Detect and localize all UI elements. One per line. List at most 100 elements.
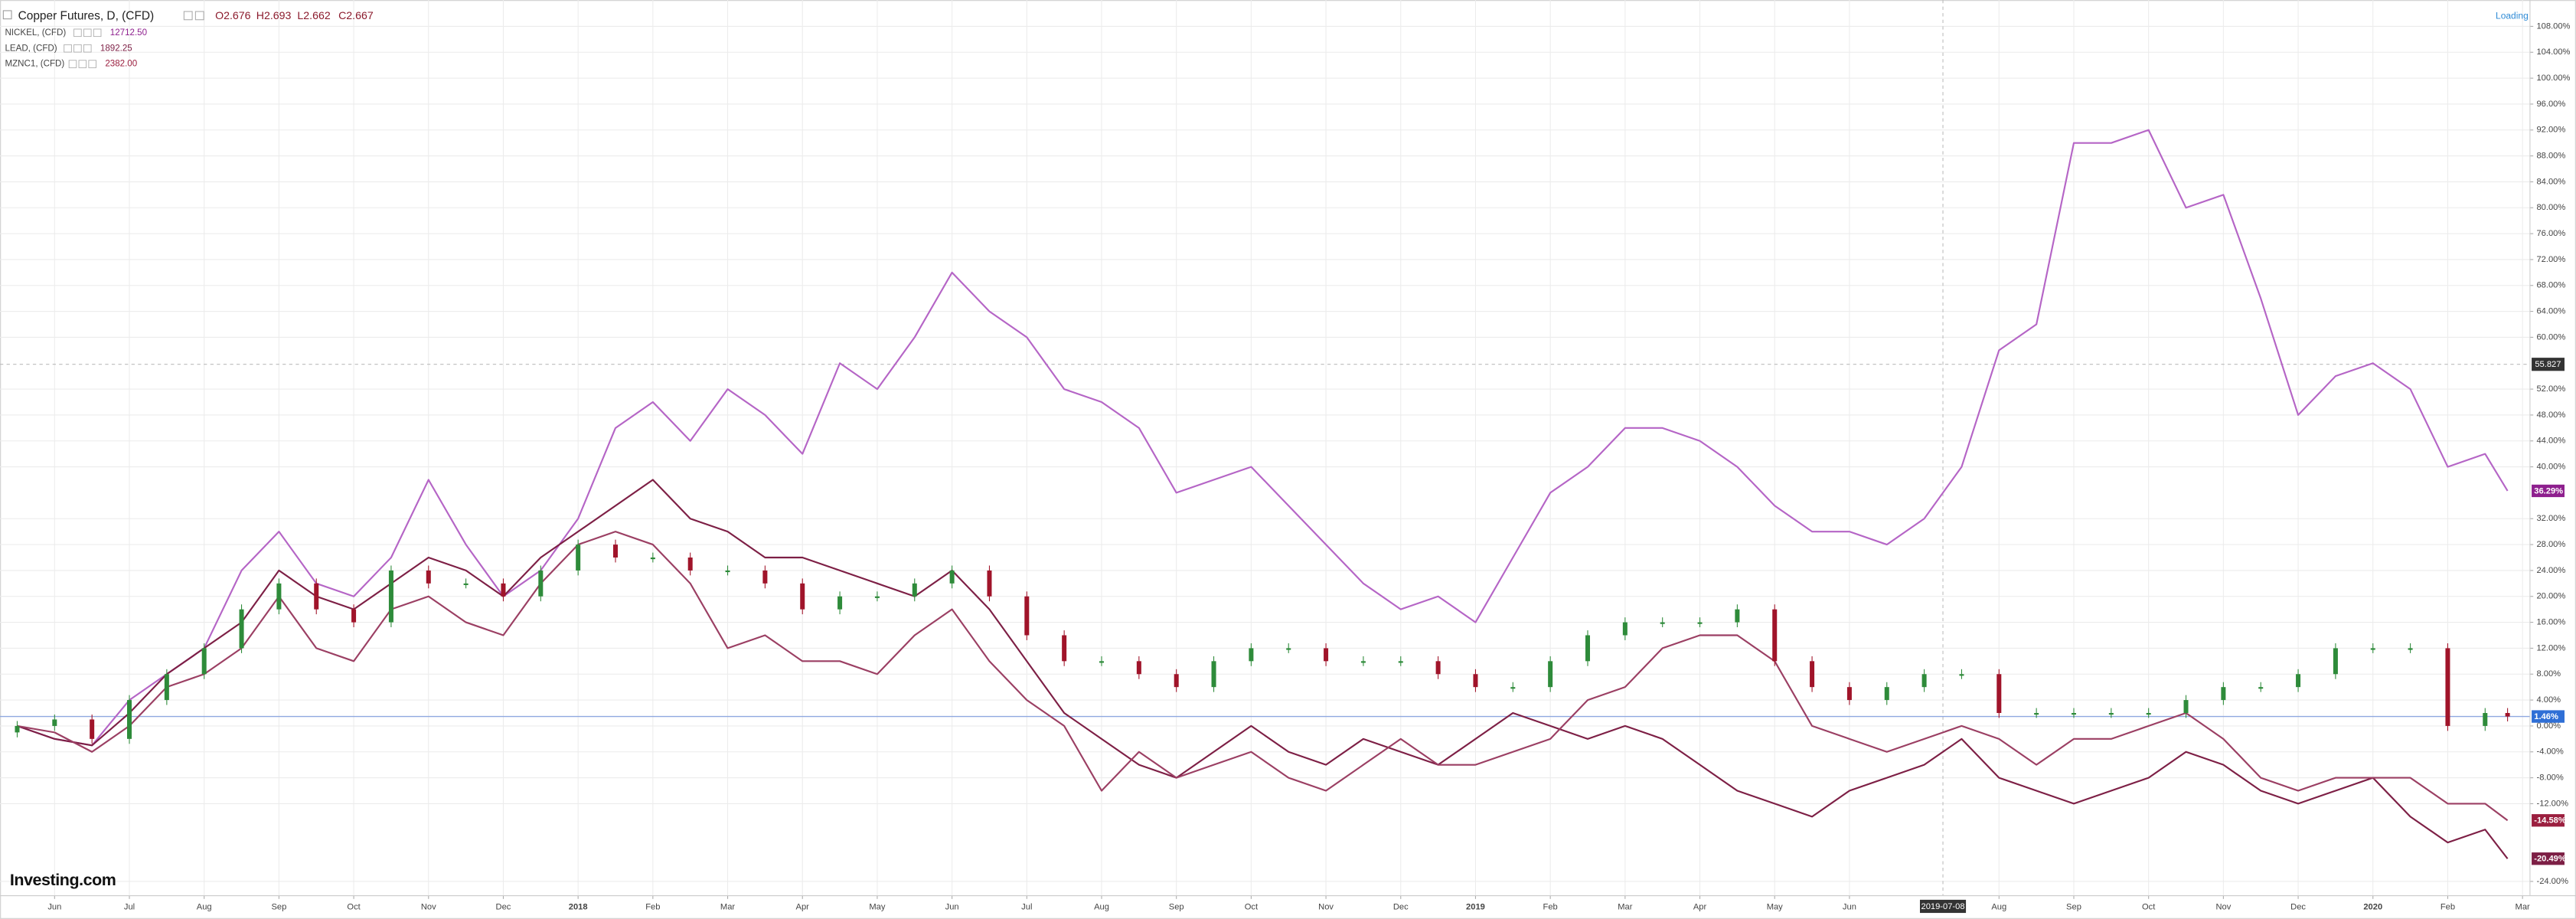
candle-body bbox=[762, 570, 768, 584]
legend-entry[interactable]: MZNC1, (CFD) 2382.00 bbox=[5, 60, 137, 69]
legend-label: MZNC1, (CFD) bbox=[5, 60, 64, 69]
crosshair-y-box bbox=[2532, 358, 2565, 371]
y-tick-label: 32.00% bbox=[2536, 514, 2565, 523]
legend-icon[interactable] bbox=[73, 28, 82, 38]
y-tick-label: 48.00% bbox=[2536, 410, 2565, 420]
loading-status: Loading bbox=[2496, 11, 2529, 21]
candle-body bbox=[2258, 687, 2264, 689]
last-value-label: -20.49% bbox=[2534, 855, 2566, 864]
legend-icon[interactable] bbox=[73, 44, 82, 53]
legend-label: LEAD, (CFD) bbox=[5, 44, 57, 53]
legend-entry[interactable]: NICKEL, (CFD) 12712.50 bbox=[5, 28, 147, 38]
x-tick-label: Nov bbox=[1318, 903, 1334, 912]
candle-body bbox=[1585, 635, 1590, 662]
y-tick-label: 64.00% bbox=[2536, 307, 2565, 316]
x-tick-label: Jun bbox=[47, 903, 61, 912]
x-tick-label: Nov bbox=[421, 903, 436, 912]
y-tick-label: 52.00% bbox=[2536, 384, 2565, 394]
legend-value: 1892.25 bbox=[100, 44, 132, 53]
x-tick-label: Feb bbox=[2441, 903, 2455, 912]
y-tick-label: -12.00% bbox=[2536, 799, 2568, 808]
legend-icon[interactable] bbox=[68, 60, 77, 68]
candle-body bbox=[650, 558, 655, 560]
candle-body bbox=[1772, 609, 1778, 662]
candle-body bbox=[2296, 674, 2301, 688]
crosshair-x-label: 2019-07-08 bbox=[1921, 902, 1965, 911]
legend-label: NICKEL, (CFD) bbox=[5, 28, 66, 38]
ohlc-open: O2.676 bbox=[215, 10, 251, 22]
candle-body bbox=[2221, 687, 2226, 701]
y-tick-label: 104.00% bbox=[2536, 47, 2570, 57]
series-line bbox=[17, 479, 2509, 859]
grid bbox=[0, 0, 2530, 896]
legend-value: 2382.00 bbox=[105, 60, 137, 69]
candle-body bbox=[52, 719, 57, 726]
legend-icon[interactable] bbox=[93, 28, 102, 38]
x-tick-label: May bbox=[1767, 903, 1783, 912]
legend-icon[interactable] bbox=[83, 44, 92, 53]
candle-body bbox=[463, 583, 469, 585]
logo: Investing.com bbox=[10, 871, 116, 889]
x-tick-label: Apr bbox=[1693, 903, 1707, 912]
x-tick-label: Mar bbox=[2516, 903, 2530, 912]
x-tick-label: Aug bbox=[1991, 903, 2006, 912]
y-tick-label: 8.00% bbox=[2536, 669, 2561, 679]
candle-body bbox=[1548, 661, 1553, 688]
labels: 108.00% 104.00% 100.00% 96.00% 92.00% 88.00% 8… bbox=[47, 21, 2571, 914]
x-tick-label: Oct bbox=[1245, 903, 1259, 912]
x-tick-label: Jul bbox=[1021, 903, 1032, 912]
close-icon[interactable] bbox=[194, 11, 204, 21]
candle-body bbox=[2146, 713, 2151, 715]
candle-body bbox=[576, 545, 581, 571]
y-tick-label: 4.00% bbox=[2536, 695, 2561, 705]
candle-body bbox=[1286, 648, 1291, 650]
x-tick-label: Dec bbox=[2290, 903, 2306, 912]
collapse-icon[interactable] bbox=[2, 10, 12, 20]
candle-body bbox=[15, 725, 20, 733]
legend-icon[interactable] bbox=[64, 44, 72, 53]
candle-body bbox=[1884, 687, 1889, 701]
chart-title: Copper Futures, D, (CFD) bbox=[18, 10, 155, 23]
x-tick-label: Dec bbox=[1393, 903, 1409, 912]
candle-body bbox=[1174, 674, 1179, 688]
y-tick-label: 68.00% bbox=[2536, 281, 2565, 290]
candle-body bbox=[2034, 713, 2039, 715]
last-value-label: 1.46% bbox=[2534, 712, 2558, 721]
x-tick-label: 2019 bbox=[1466, 903, 1485, 912]
y-tick-label: 92.00% bbox=[2536, 126, 2565, 135]
candle-body bbox=[1099, 661, 1105, 663]
last-value-label-box bbox=[2532, 710, 2565, 723]
candle-body bbox=[1473, 674, 1478, 688]
x-tick-label: Jul bbox=[124, 903, 135, 912]
x-tick-label: Apr bbox=[796, 903, 810, 912]
x-tick-label: Dec bbox=[496, 903, 511, 912]
y-tick-label: -8.00% bbox=[2536, 773, 2563, 783]
candle-body bbox=[127, 700, 132, 739]
y-tick-label: 16.00% bbox=[2536, 618, 2565, 627]
candle-body bbox=[90, 719, 95, 739]
last-value-label-box bbox=[2532, 484, 2565, 498]
candle-body bbox=[1921, 674, 1927, 688]
series-line bbox=[17, 531, 2509, 822]
legend-icon[interactable] bbox=[88, 60, 96, 68]
candle-body bbox=[201, 648, 207, 675]
candle-body bbox=[426, 570, 431, 584]
y-tick-label: 80.00% bbox=[2536, 203, 2565, 212]
candle-body bbox=[1735, 609, 1740, 623]
legend-entry[interactable]: LEAD, (CFD) 1892.25 bbox=[5, 44, 132, 53]
x-tick-label: Feb bbox=[645, 903, 660, 912]
candle-body bbox=[1622, 622, 1628, 636]
plot bbox=[0, 0, 2530, 896]
candle-body bbox=[1996, 674, 2002, 714]
legend-icon[interactable] bbox=[83, 28, 92, 38]
legend: NICKEL, (CFD) 12712.50 LEAD, (CFD) 1892.25 M… bbox=[5, 28, 147, 69]
legend-icon[interactable] bbox=[78, 60, 87, 68]
ohlc-close: C2.667 bbox=[338, 10, 374, 22]
candle-body bbox=[501, 583, 506, 597]
candle-body bbox=[388, 570, 393, 623]
settings-icon[interactable] bbox=[183, 11, 193, 21]
y-tick-label: 84.00% bbox=[2536, 177, 2565, 186]
